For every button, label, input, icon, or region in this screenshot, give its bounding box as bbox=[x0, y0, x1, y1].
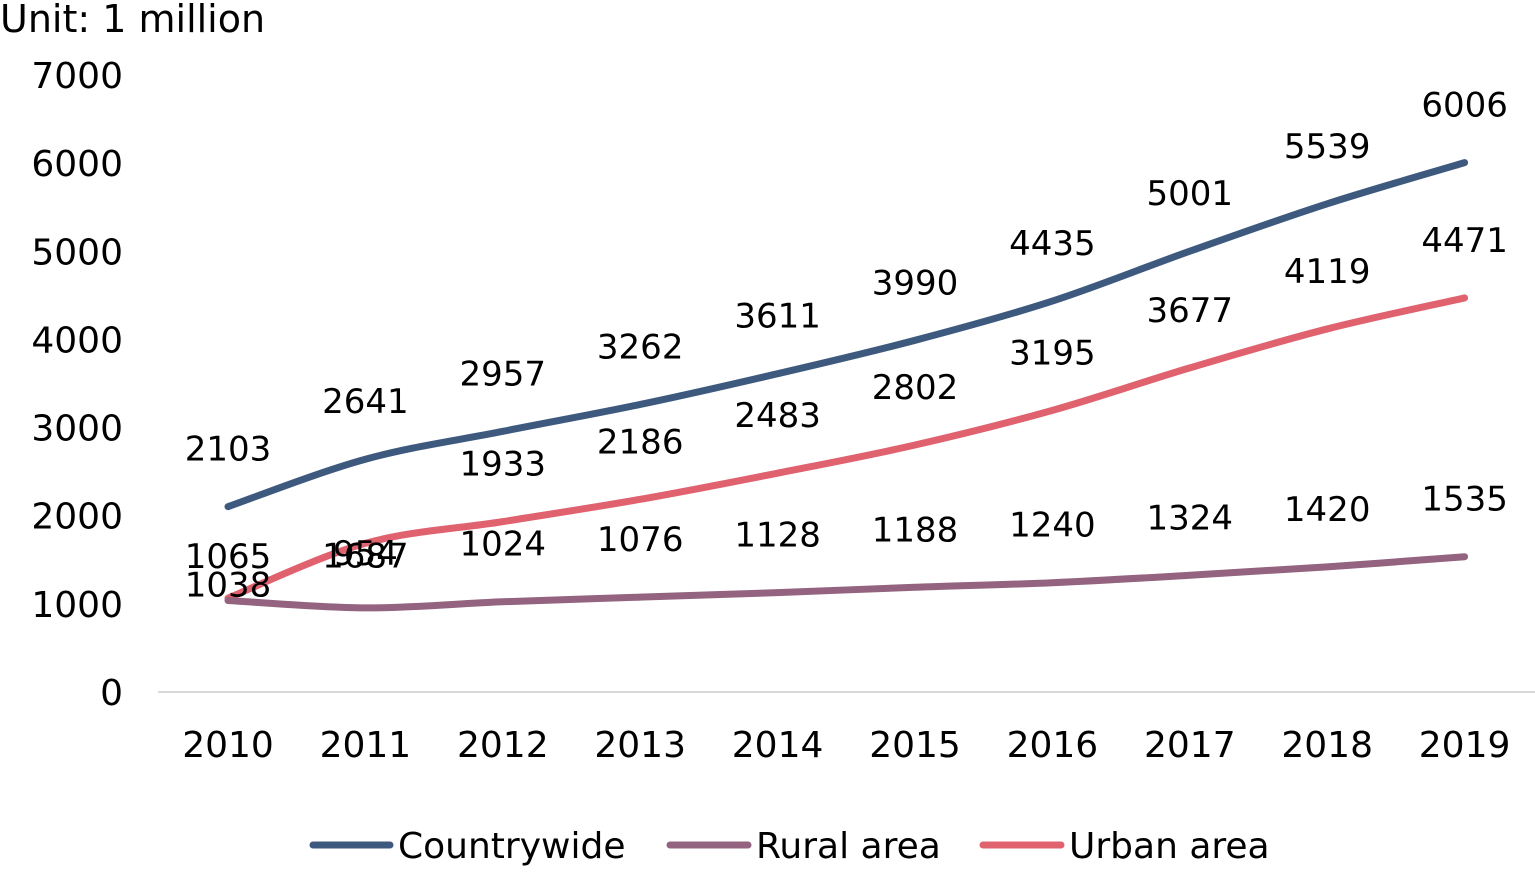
y-tick-label: 4000 bbox=[31, 320, 123, 361]
data-label-urban-area: 4119 bbox=[1284, 252, 1371, 292]
data-label-urban-area: 4471 bbox=[1421, 221, 1508, 261]
x-tick-label: 2018 bbox=[1281, 725, 1373, 766]
data-labels: 2103 2641 2957 3262 3611 3990 4435 5001 5539 6006… bbox=[185, 86, 1508, 606]
y-tick-label: 5000 bbox=[31, 232, 123, 273]
x-tick-label: 2015 bbox=[869, 725, 961, 766]
x-axis: 2010 2011 2012 2013 2014 2015 2016 2017 2018 2019 bbox=[158, 691, 1535, 766]
data-label-countrywide: 5001 bbox=[1147, 174, 1234, 214]
data-label-urban-area: 1687 bbox=[322, 536, 409, 576]
data-label-rural-area: 954 bbox=[333, 534, 398, 574]
data-label-countrywide: 5539 bbox=[1284, 127, 1371, 167]
x-tick-label: 2011 bbox=[320, 725, 412, 766]
y-tick-label: 1000 bbox=[31, 585, 123, 626]
data-label-rural-area: 1188 bbox=[872, 510, 959, 550]
data-label-countrywide: 2103 bbox=[185, 430, 272, 470]
data-label-rural-area: 1024 bbox=[460, 525, 547, 565]
data-label-countrywide: 3990 bbox=[872, 263, 959, 303]
legend-label-urban-area: Urban area bbox=[1069, 826, 1270, 867]
legend-label-rural-area: Rural area bbox=[756, 826, 941, 867]
data-label-rural-area: 1240 bbox=[1009, 506, 1096, 546]
x-tick-label: 2016 bbox=[1007, 725, 1099, 766]
series-lines bbox=[224, 159, 1469, 612]
data-label-countrywide: 2641 bbox=[322, 382, 409, 422]
data-label-rural-area: 1324 bbox=[1147, 498, 1234, 538]
y-tick-label: 3000 bbox=[31, 409, 123, 450]
data-label-rural-area: 1038 bbox=[185, 566, 272, 606]
series-line-urban-area bbox=[224, 294, 1469, 602]
y-tick-label: 6000 bbox=[31, 144, 123, 185]
legend: Countrywide Rural area Urban area bbox=[309, 826, 1270, 867]
series-line-rural-area bbox=[224, 553, 1469, 612]
x-tick-label: 2013 bbox=[594, 725, 686, 766]
data-label-rural-area: 1128 bbox=[734, 516, 821, 556]
data-label-urban-area: 3677 bbox=[1147, 291, 1234, 331]
data-label-urban-area: 2802 bbox=[872, 368, 959, 408]
series-line-countrywide bbox=[224, 159, 1469, 511]
data-label-urban-area: 2483 bbox=[734, 396, 821, 436]
data-label-urban-area: 1933 bbox=[460, 445, 547, 485]
x-tick-label: 2014 bbox=[732, 725, 824, 766]
x-tick-label: 2019 bbox=[1419, 725, 1511, 766]
data-label-urban-area: 2186 bbox=[597, 422, 684, 462]
unit-label: Unit: 1 million bbox=[0, 0, 265, 41]
x-tick-label: 2012 bbox=[457, 725, 549, 766]
legend-label-countrywide: Countrywide bbox=[398, 826, 625, 867]
x-tick-label: 2017 bbox=[1144, 725, 1236, 766]
data-label-rural-area: 1535 bbox=[1421, 480, 1508, 520]
data-label-countrywide: 3611 bbox=[734, 297, 821, 337]
data-label-rural-area: 1076 bbox=[597, 520, 684, 560]
y-tick-label: 0 bbox=[100, 673, 123, 714]
data-label-countrywide: 6006 bbox=[1421, 86, 1508, 126]
data-label-urban-area: 3195 bbox=[1009, 333, 1096, 373]
data-label-countrywide: 3262 bbox=[597, 327, 684, 367]
data-label-urban-area: 1065 bbox=[185, 537, 272, 577]
data-label-countrywide: 4435 bbox=[1009, 224, 1096, 264]
x-tick-label: 2010 bbox=[182, 725, 274, 766]
y-tick-label: 7000 bbox=[31, 56, 123, 97]
data-label-countrywide: 2957 bbox=[460, 354, 547, 394]
y-tick-label: 2000 bbox=[31, 497, 123, 538]
data-label-rural-area: 1420 bbox=[1284, 490, 1371, 530]
y-axis: 0 1000 2000 3000 4000 5000 6000 7000 bbox=[31, 56, 123, 714]
